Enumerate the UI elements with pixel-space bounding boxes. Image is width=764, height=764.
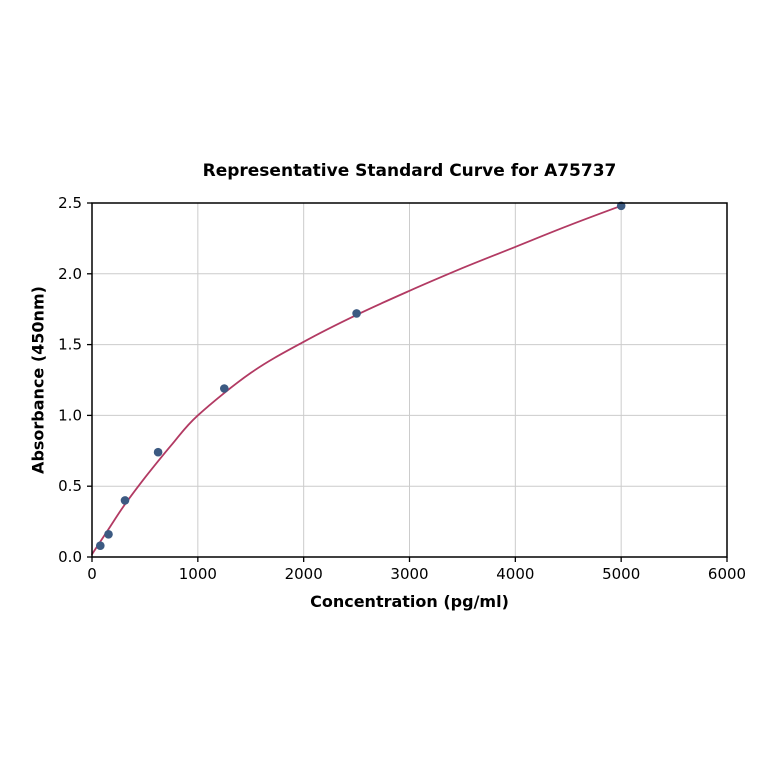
x-axis-label: Concentration (pg/ml): [310, 592, 509, 611]
data-point: [104, 530, 113, 539]
x-tick-label: 1000: [179, 565, 217, 583]
x-tick-label: 6000: [708, 565, 746, 583]
y-tick-label: 2.5: [58, 194, 82, 212]
x-tick-label: 0: [87, 565, 97, 583]
data-point: [153, 447, 163, 457]
y-tick-label: 2.0: [58, 265, 82, 283]
chart-title: Representative Standard Curve for A75737: [202, 161, 617, 181]
data-point: [96, 541, 105, 550]
data-point: [120, 496, 130, 505]
x-tick-label: 4000: [496, 565, 534, 583]
y-tick-label: 0.5: [58, 477, 82, 495]
x-tick-label: 3000: [390, 565, 428, 583]
data-point: [220, 384, 229, 393]
y-tick-label: 1.5: [58, 336, 82, 354]
y-tick-label: 0.0: [58, 548, 82, 566]
x-tick-label: 5000: [602, 565, 640, 583]
y-tick-label: 1.0: [58, 406, 82, 424]
data-point: [352, 309, 361, 318]
fit-curve: [91, 204, 623, 556]
x-tick-label: 2000: [285, 565, 323, 583]
